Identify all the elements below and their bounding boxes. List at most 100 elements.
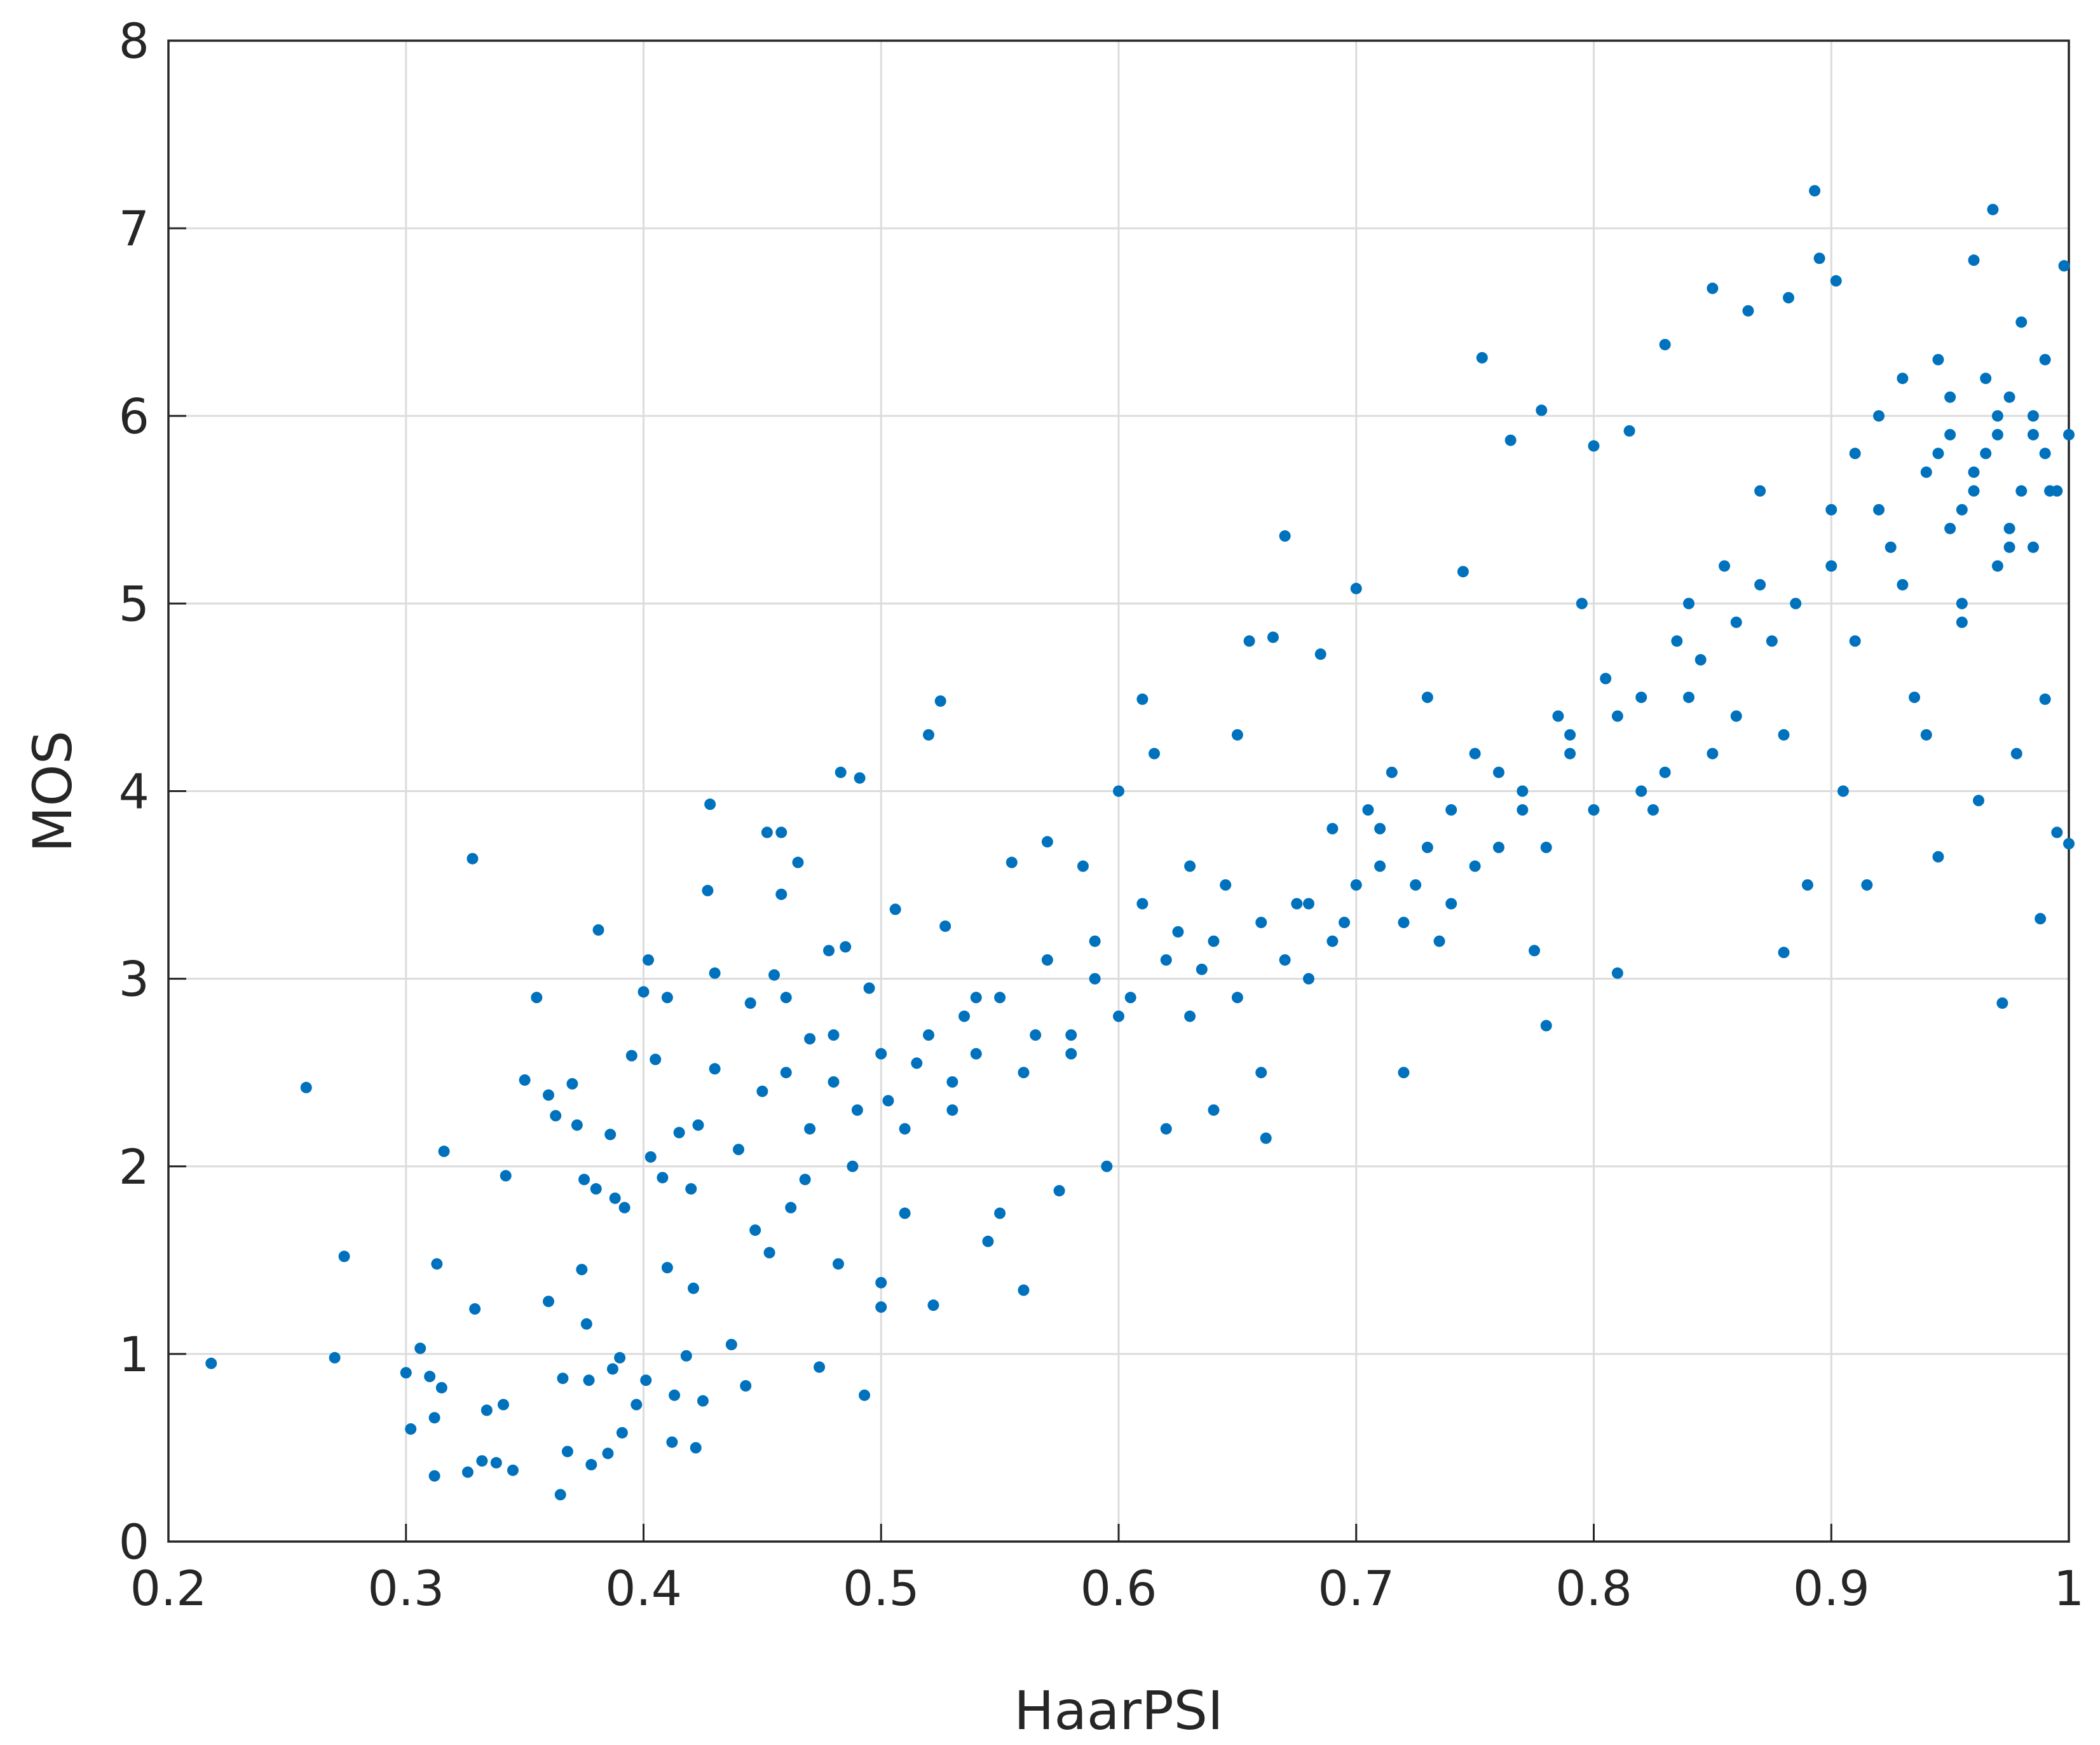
point — [1991, 428, 2003, 441]
point — [804, 1033, 816, 1045]
point — [1659, 339, 1671, 351]
point — [927, 1299, 939, 1311]
y-axis-label: MOS — [22, 730, 84, 852]
point — [657, 1172, 669, 1184]
point — [1980, 448, 1992, 460]
point — [1113, 785, 1124, 797]
point — [1991, 560, 2003, 572]
point — [1398, 1067, 1410, 1079]
point — [923, 1029, 934, 1041]
point — [1742, 305, 1754, 317]
point — [1564, 748, 1576, 760]
point — [1326, 935, 1339, 947]
point — [1041, 954, 1053, 966]
point — [1018, 1067, 1030, 1079]
point — [982, 1235, 994, 1247]
point — [1136, 898, 1149, 910]
point — [775, 888, 788, 900]
point — [1861, 879, 1873, 891]
point — [1873, 410, 1885, 422]
point — [461, 1466, 474, 1478]
point — [875, 1276, 887, 1289]
point — [1754, 485, 1766, 497]
point — [840, 941, 852, 953]
point — [1326, 823, 1339, 835]
point — [994, 1207, 1006, 1219]
point — [690, 1442, 702, 1454]
point — [1790, 598, 1802, 610]
point — [740, 1380, 752, 1392]
point — [1314, 648, 1326, 660]
point — [692, 1119, 704, 1131]
point — [1932, 851, 1944, 863]
point — [476, 1455, 488, 1467]
point — [863, 982, 875, 994]
point — [405, 1423, 417, 1435]
point — [1540, 842, 1552, 854]
point — [666, 1436, 678, 1448]
x-tick-label: 0.7 — [1318, 1560, 1394, 1617]
point — [1909, 691, 1921, 703]
point — [1968, 485, 1980, 497]
point — [1825, 503, 1838, 516]
point — [814, 1361, 826, 1373]
point — [338, 1250, 350, 1263]
x-tick-label: 0.9 — [1793, 1560, 1870, 1617]
point — [1659, 766, 1671, 778]
point — [859, 1389, 871, 1401]
point — [1160, 1123, 1172, 1135]
point — [1540, 1020, 1552, 1032]
point — [709, 967, 721, 979]
point — [531, 992, 543, 1004]
point — [1647, 804, 1659, 816]
point — [828, 1029, 840, 1041]
point — [1089, 973, 1101, 985]
point — [1996, 997, 2008, 1009]
point — [1445, 804, 1457, 816]
point — [2027, 428, 2039, 441]
point — [780, 1067, 792, 1079]
point — [1041, 836, 1053, 848]
point — [592, 924, 604, 936]
point — [2058, 260, 2070, 272]
x-tick-label: 0.6 — [1081, 1560, 1157, 1617]
point — [1231, 992, 1243, 1004]
point — [490, 1457, 502, 1469]
point — [1006, 856, 1018, 868]
point — [756, 1085, 768, 1097]
point — [1374, 823, 1386, 835]
point — [1493, 766, 1504, 778]
point — [566, 1078, 578, 1090]
point — [1588, 804, 1600, 816]
point — [939, 920, 951, 932]
point — [1065, 1048, 1077, 1060]
point — [1944, 391, 1956, 403]
point — [2027, 410, 2039, 422]
point — [481, 1404, 493, 1416]
point — [823, 945, 835, 957]
point — [911, 1057, 923, 1069]
point — [1897, 578, 1909, 591]
point — [576, 1264, 588, 1276]
point — [958, 1010, 971, 1022]
y-tick-label: 0 — [119, 1514, 149, 1570]
point — [1208, 935, 1220, 947]
x-tick-label: 0.5 — [843, 1560, 920, 1617]
point — [1077, 860, 1089, 872]
point — [1196, 963, 1208, 975]
point — [799, 1174, 811, 1186]
point — [1611, 710, 1623, 722]
point — [854, 772, 866, 784]
point — [580, 1318, 592, 1330]
point — [1968, 254, 1980, 266]
point — [835, 766, 847, 778]
point — [1303, 898, 1314, 910]
point — [1149, 748, 1161, 760]
y-tick-label: 4 — [119, 763, 149, 820]
point — [583, 1374, 595, 1386]
point — [2039, 693, 2051, 705]
point — [1719, 560, 1731, 572]
point — [875, 1048, 887, 1060]
point — [557, 1372, 569, 1385]
point — [205, 1357, 217, 1369]
